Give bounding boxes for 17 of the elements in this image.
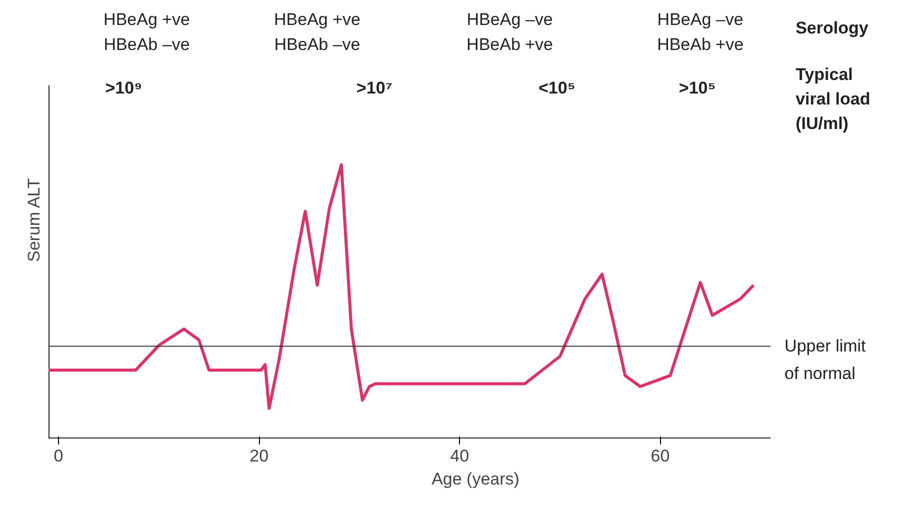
x-axis-title: Age (years) xyxy=(432,470,520,488)
text: <10⁵ xyxy=(538,78,576,98)
x-tick-label: 20 xyxy=(250,446,269,466)
y-axis-title: Serum ALT xyxy=(24,178,44,262)
x-tick-label: 60 xyxy=(650,446,670,466)
x-tick-label: 40 xyxy=(450,446,470,466)
text: >10⁹ xyxy=(105,78,142,98)
text: Serology xyxy=(796,18,869,38)
text: HBeAg –ve HBeAb +ve xyxy=(657,10,744,54)
text: HBeAg –ve HBeAb +ve xyxy=(466,10,554,54)
text: Typical viral load (IU/ml) xyxy=(796,64,870,134)
x-tick-label: 0 xyxy=(54,446,64,466)
text: >10⁷ xyxy=(356,78,392,98)
ref-line-label: Upper limit of normal xyxy=(784,336,866,384)
text: HBeAg +ve HBeAb –ve xyxy=(104,10,190,54)
text: HBeAg +ve HBeAb –ve xyxy=(274,10,360,54)
text: >10⁵ xyxy=(678,78,716,98)
